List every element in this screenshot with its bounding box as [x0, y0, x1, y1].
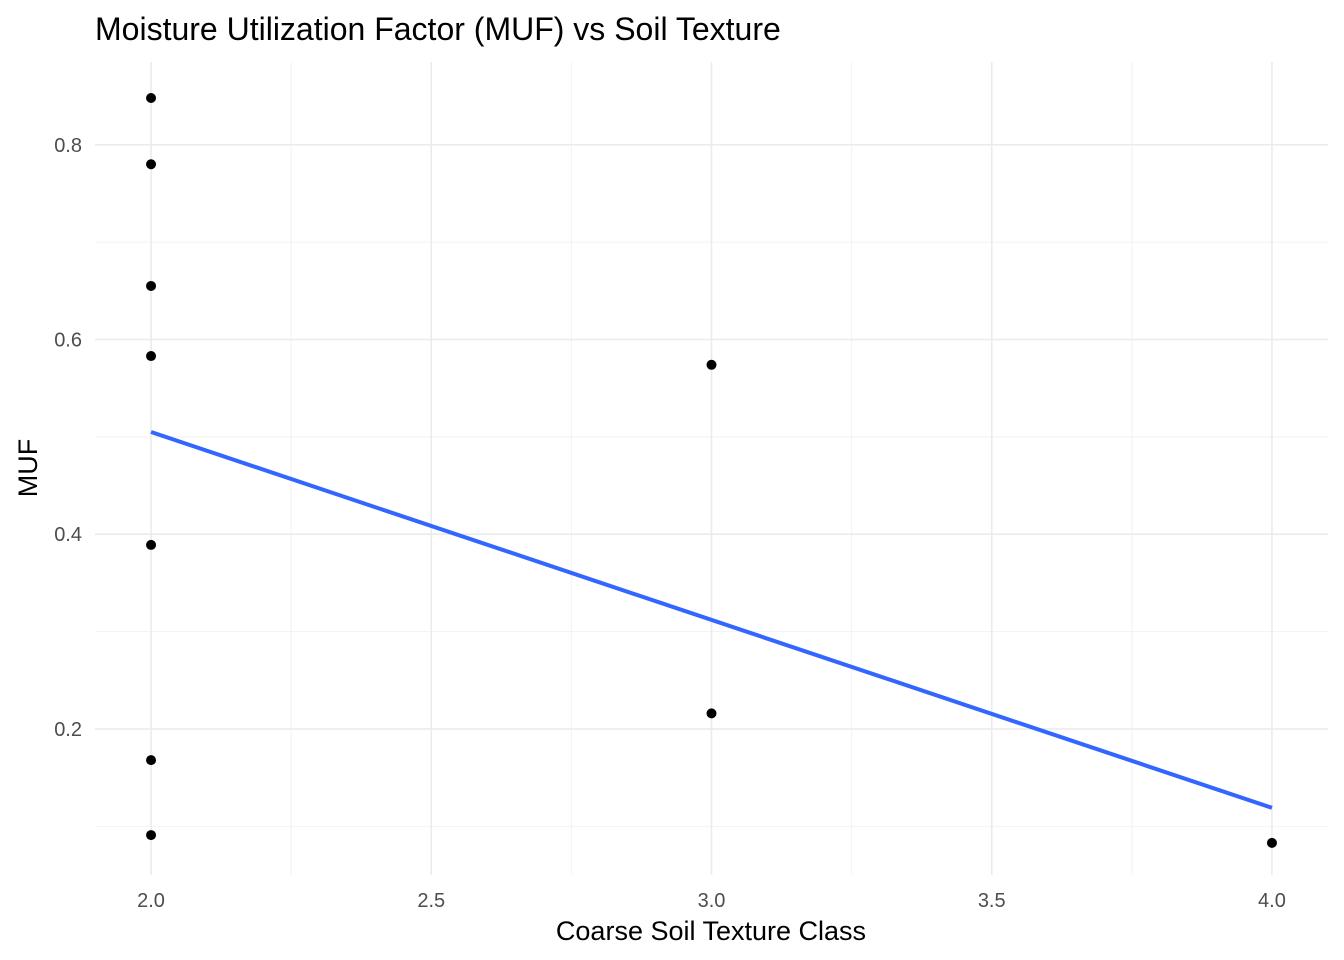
- chart-title: Moisture Utilization Factor (MUF) vs Soi…: [95, 11, 781, 47]
- data-point: [146, 280, 157, 291]
- data-points: [146, 93, 1277, 848]
- x-tick-label: 3.0: [698, 890, 726, 912]
- major-gridlines: [95, 62, 1328, 875]
- x-tick-label: 4.0: [1258, 890, 1286, 912]
- linear-trend-line: [150, 430, 1273, 810]
- data-point: [146, 755, 157, 766]
- x-axis-tick-labels: 2.0 2.5 3.0 3.5 4.0: [137, 890, 1286, 912]
- data-point: [1266, 837, 1277, 848]
- data-point: [706, 359, 717, 370]
- data-point: [146, 539, 157, 550]
- y-tick-label: 0.4: [54, 524, 82, 546]
- x-tick-label: 3.5: [978, 890, 1006, 912]
- data-point: [146, 351, 157, 362]
- x-tick-label: 2.5: [417, 890, 445, 912]
- x-tick-label: 2.0: [137, 890, 165, 912]
- data-point: [146, 830, 157, 841]
- data-point: [706, 708, 717, 719]
- data-point: [146, 93, 157, 104]
- y-tick-label: 0.8: [54, 135, 82, 157]
- data-point: [146, 159, 157, 170]
- x-axis-title: Coarse Soil Texture Class: [556, 916, 866, 946]
- trend-line-layer: [150, 430, 1273, 810]
- y-tick-label: 0.6: [54, 329, 82, 351]
- y-tick-label: 0.2: [54, 719, 82, 741]
- y-axis-tick-labels: 0.2 0.4 0.6 0.8: [54, 135, 82, 741]
- y-axis-title: MUF: [13, 439, 43, 497]
